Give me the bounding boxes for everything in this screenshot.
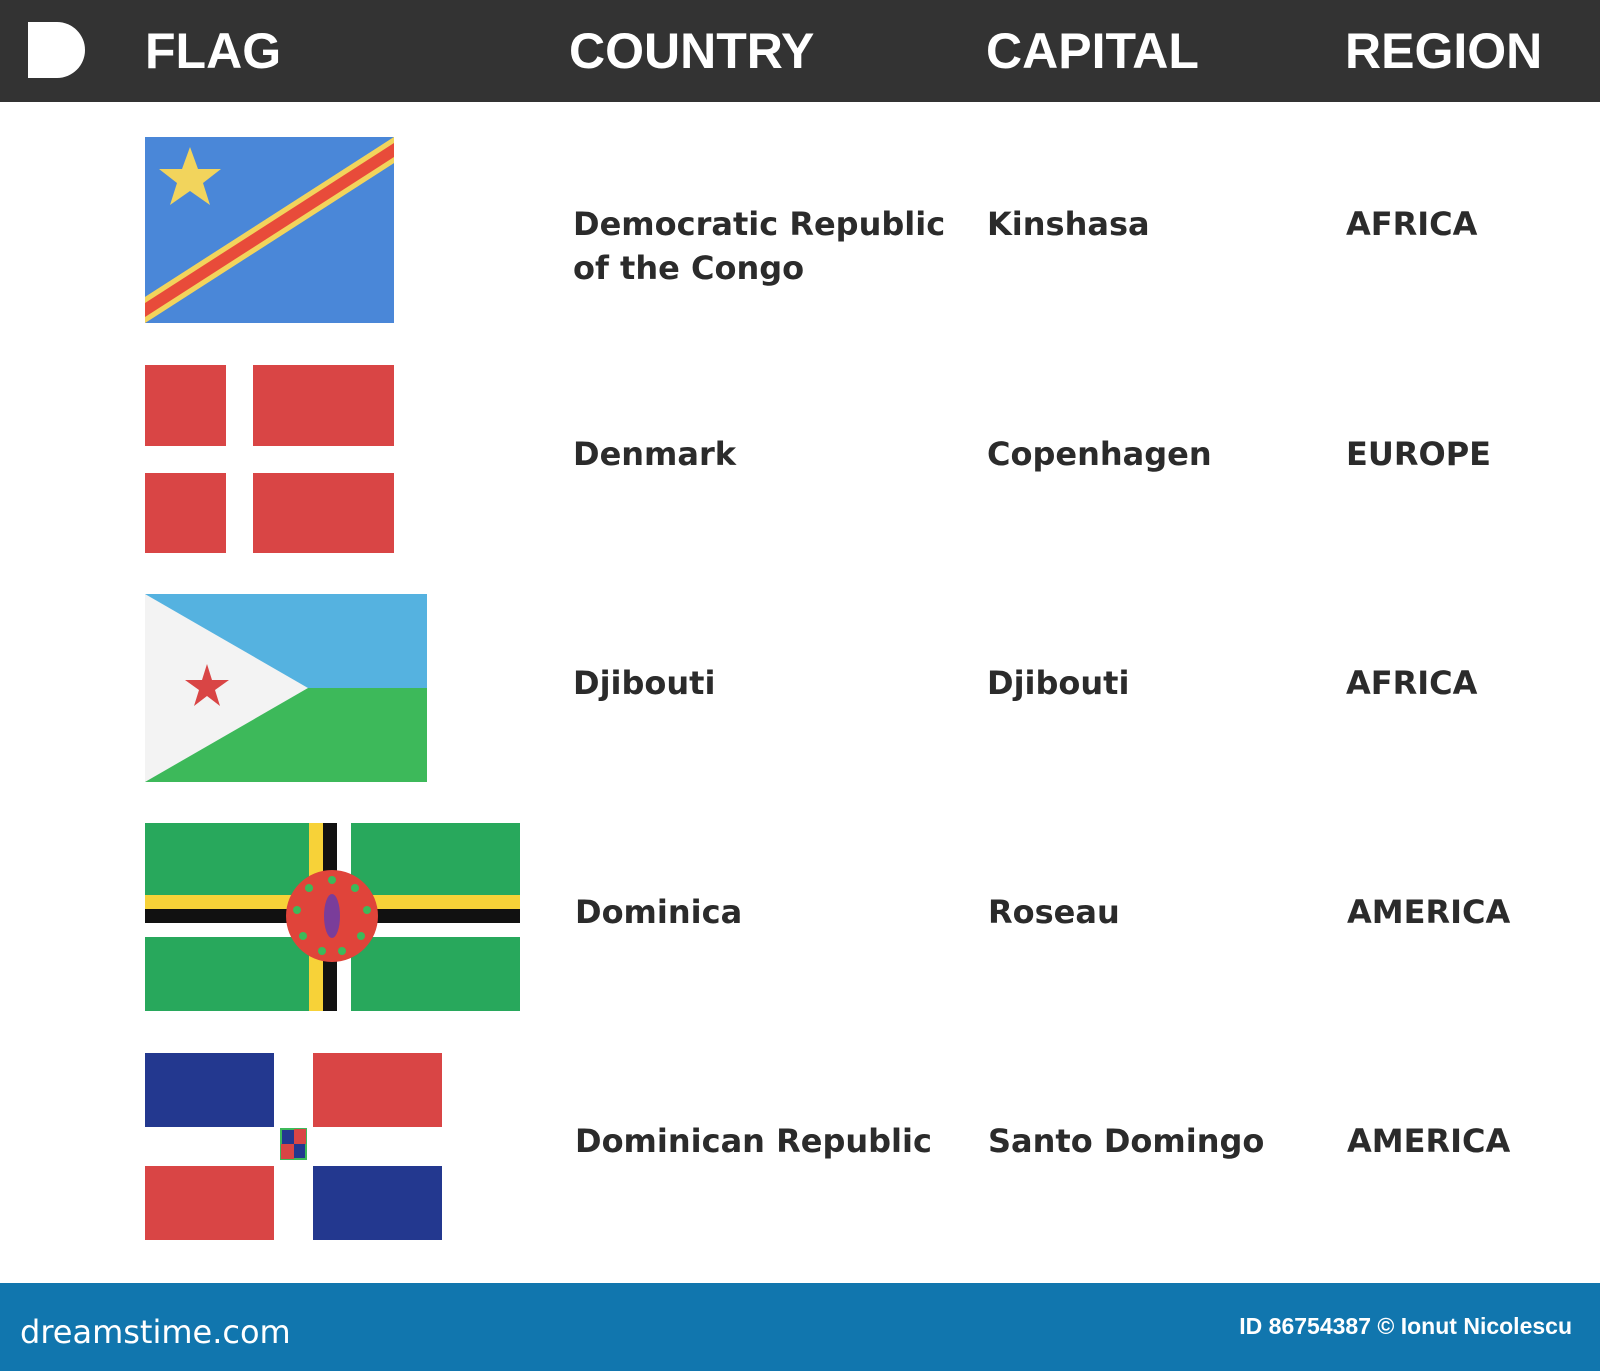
capital-name: Roseau (988, 893, 1120, 931)
column-header-capital: CAPITAL (986, 23, 1199, 79)
flag-dr-congo (145, 137, 394, 323)
flag-denmark (145, 365, 394, 553)
column-header-region: REGION (1345, 23, 1543, 79)
flag-dominican-republic (145, 1053, 442, 1240)
region-name: AFRICA (1346, 664, 1478, 702)
capital-name: Copenhagen (987, 435, 1212, 473)
country-name: Dominica (575, 893, 743, 931)
header-bar: FLAG COUNTRY CAPITAL REGION (0, 0, 1600, 102)
capital-name: Kinshasa (987, 205, 1150, 243)
country-name: Denmark (573, 435, 737, 473)
capital-name: Djibouti (987, 664, 1130, 702)
country-name: Democratic Republic of the Congo (573, 205, 946, 287)
country-name: Djibouti (573, 664, 716, 702)
capital-name: Santo Domingo (988, 1122, 1265, 1160)
flag-djibouti (145, 594, 427, 782)
region-name: EUROPE (1346, 435, 1491, 473)
country-name: Dominican Republic (575, 1122, 932, 1160)
column-header-flag: FLAG (145, 23, 282, 79)
region-name: AMERICA (1347, 1122, 1511, 1160)
image-credit: ID 86754387 © Ionut Nicolescu (1239, 1313, 1572, 1339)
column-header-country: COUNTRY (569, 23, 815, 79)
region-name: AFRICA (1346, 205, 1478, 243)
flag-dominica (145, 823, 520, 1011)
logo-icon (28, 22, 85, 78)
region-name: AMERICA (1347, 893, 1511, 931)
footer-bar: dreamstime.com ID 86754387 © Ionut Nicol… (0, 1283, 1600, 1371)
brand-logo: dreamstime.com (20, 1313, 291, 1351)
